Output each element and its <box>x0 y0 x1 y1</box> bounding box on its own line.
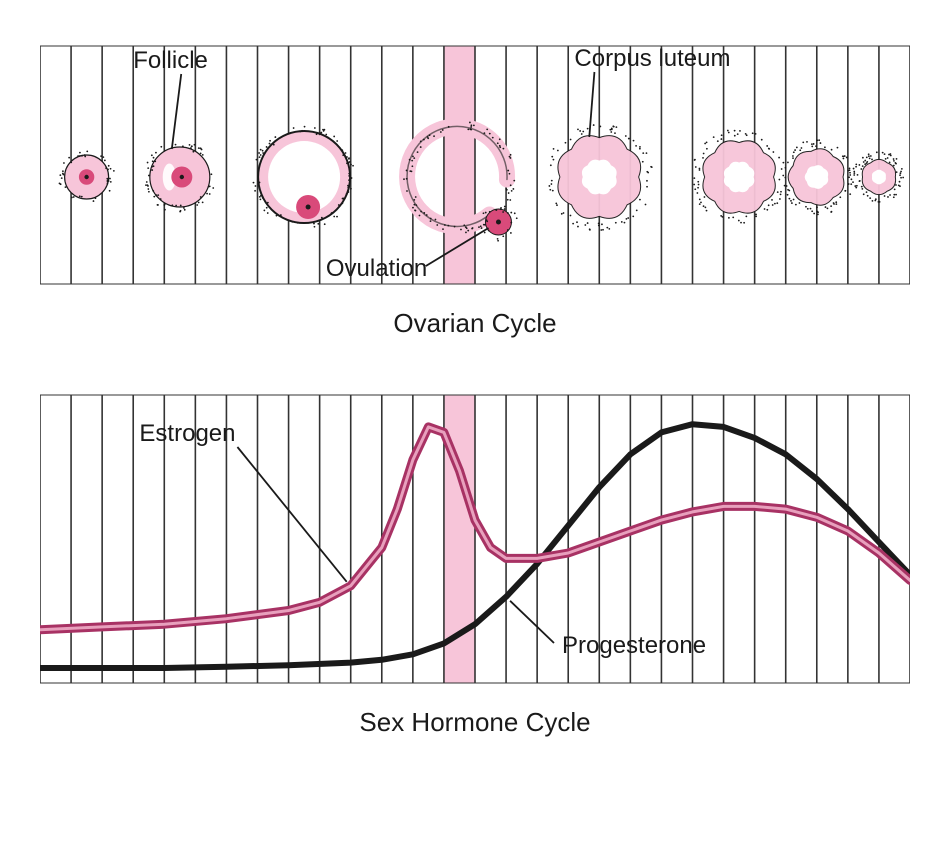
stage-primary <box>145 144 214 213</box>
stage-cl_large <box>548 124 652 231</box>
follicle-label: Follicle <box>133 47 208 74</box>
stage-secondary <box>253 126 354 228</box>
progesterone-label: Progesterone <box>562 632 706 659</box>
hormone-panel: Estrogen Progesterone <box>40 389 910 689</box>
cycle-figure: Follicle Corpus luteum Ovulation Ovarian C… <box>40 40 910 738</box>
estrogen-label: Estrogen <box>139 420 235 447</box>
hormone-svg: Estrogen Progesterone <box>40 389 910 689</box>
corpus-luteum-label: Corpus luteum <box>574 45 730 72</box>
ovarian-svg: Follicle Corpus luteum Ovulation <box>40 40 910 290</box>
stage-primordial <box>59 150 115 202</box>
ovulation-label: Ovulation <box>326 255 427 282</box>
ovarian-caption: Ovarian Cycle <box>40 308 910 339</box>
ovarian-panel: Follicle Corpus luteum Ovulation <box>40 40 910 290</box>
hormone-caption: Sex Hormone Cycle <box>40 707 910 738</box>
stage-cl_tiny <box>853 151 904 202</box>
stage-cl_mid <box>693 130 786 224</box>
stage-cl_small <box>782 139 854 215</box>
